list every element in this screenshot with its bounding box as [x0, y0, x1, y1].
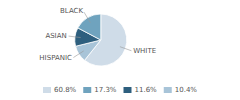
- legend-label: 11.6%: [135, 86, 158, 94]
- legend-item: 17.3%: [83, 86, 117, 94]
- legend-swatch: [83, 87, 91, 93]
- legend-item: 10.4%: [164, 86, 198, 94]
- legend-item: 11.6%: [124, 86, 158, 94]
- slice-label: ASIAN: [45, 32, 66, 40]
- labels: WHITE HISPANIC ASIAN BLACK: [39, 7, 156, 63]
- legend-swatch: [124, 87, 132, 93]
- legend: 60.8% 17.3% 11.6% 10.4%: [43, 86, 197, 94]
- pie-slice: [78, 14, 101, 40]
- legend-swatch: [43, 87, 51, 93]
- pie: [75, 14, 127, 66]
- slice-label: HISPANIC: [39, 54, 72, 62]
- legend-swatch: [164, 87, 172, 93]
- leader-line: [73, 51, 83, 58]
- legend-label: 10.4%: [175, 86, 198, 94]
- legend-label: 60.8%: [54, 86, 77, 94]
- slice-label: BLACK: [60, 7, 83, 15]
- leader-line: [120, 47, 132, 51]
- leader-line: [69, 36, 81, 37]
- legend-item: 60.8%: [43, 86, 77, 94]
- leader-line: [84, 12, 90, 22]
- chart: WHITE HISPANIC ASIAN BLACK 60.8% 17.3% 11.6% 10…: [0, 0, 240, 100]
- legend-label: 17.3%: [94, 86, 117, 94]
- slice-label: WHITE: [133, 47, 156, 55]
